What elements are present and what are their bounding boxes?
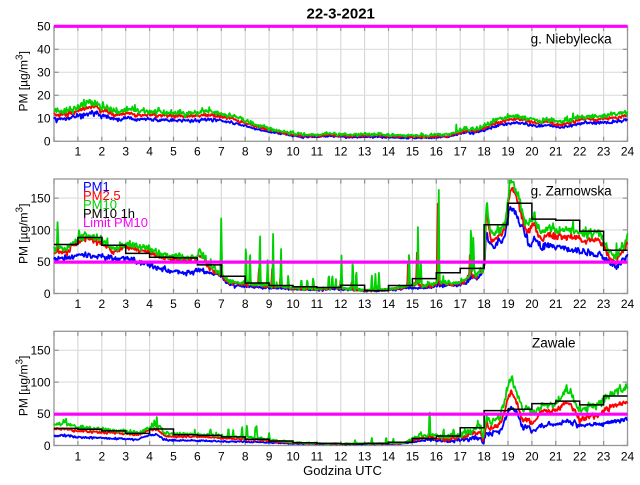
svg-text:16: 16 xyxy=(430,449,444,463)
svg-text:14: 14 xyxy=(382,145,396,159)
svg-text:9: 9 xyxy=(266,449,273,463)
svg-text:18: 18 xyxy=(477,297,491,311)
svg-text:16: 16 xyxy=(430,297,444,311)
svg-text:19: 19 xyxy=(501,449,515,463)
svg-text:24: 24 xyxy=(621,449,635,463)
svg-text:6: 6 xyxy=(194,449,201,463)
svg-text:g. Niebylecka: g. Niebylecka xyxy=(531,31,613,46)
svg-text:19: 19 xyxy=(501,145,515,159)
svg-text:10: 10 xyxy=(286,297,300,311)
svg-text:3: 3 xyxy=(122,145,129,159)
svg-text:7: 7 xyxy=(218,449,225,463)
svg-text:0: 0 xyxy=(44,287,51,301)
svg-text:PM [µg/m3]: PM [µg/m3] xyxy=(15,356,31,417)
svg-text:150: 150 xyxy=(30,192,50,206)
svg-text:11: 11 xyxy=(311,449,324,463)
svg-text:8: 8 xyxy=(242,145,249,159)
svg-text:21: 21 xyxy=(549,449,563,463)
svg-text:20: 20 xyxy=(525,145,539,159)
svg-text:4: 4 xyxy=(146,449,153,463)
svg-text:4: 4 xyxy=(146,145,153,159)
svg-text:20: 20 xyxy=(525,449,539,463)
svg-text:PM [µg/m3]: PM [µg/m3] xyxy=(15,204,31,264)
svg-text:2: 2 xyxy=(98,449,105,463)
svg-text:5: 5 xyxy=(170,449,177,463)
svg-text:16: 16 xyxy=(430,145,444,159)
svg-text:PM10 1h: PM10 1h xyxy=(83,206,135,221)
svg-text:5: 5 xyxy=(170,145,177,159)
svg-text:100: 100 xyxy=(30,223,50,237)
svg-text:100: 100 xyxy=(30,376,50,390)
svg-text:14: 14 xyxy=(382,449,396,463)
svg-text:13: 13 xyxy=(358,145,372,159)
svg-text:3: 3 xyxy=(122,297,129,311)
svg-text:22: 22 xyxy=(573,145,587,159)
svg-text:1: 1 xyxy=(75,449,82,463)
svg-text:18: 18 xyxy=(477,449,491,463)
svg-text:21: 21 xyxy=(549,297,563,311)
svg-text:12: 12 xyxy=(334,297,348,311)
svg-text:8: 8 xyxy=(242,297,249,311)
svg-text:5: 5 xyxy=(170,297,177,311)
svg-text:50: 50 xyxy=(37,407,51,421)
svg-text:24: 24 xyxy=(621,297,635,311)
svg-text:Limit PM10: Limit PM10 xyxy=(83,215,148,230)
svg-text:15: 15 xyxy=(406,145,420,159)
svg-text:12: 12 xyxy=(334,145,348,159)
svg-text:19: 19 xyxy=(501,297,515,311)
svg-text:PM2.5: PM2.5 xyxy=(83,188,121,203)
svg-text:20: 20 xyxy=(525,297,539,311)
svg-text:15: 15 xyxy=(406,449,420,463)
svg-text:24: 24 xyxy=(621,145,635,159)
svg-text:50: 50 xyxy=(37,20,51,34)
svg-text:PM1: PM1 xyxy=(83,179,110,194)
svg-text:g. Zarnowska: g. Zarnowska xyxy=(531,184,613,199)
svg-text:40: 40 xyxy=(37,43,51,57)
svg-text:22: 22 xyxy=(573,449,587,463)
svg-text:Godzina UTC: Godzina UTC xyxy=(303,463,382,478)
svg-text:11: 11 xyxy=(311,145,324,159)
svg-text:1: 1 xyxy=(75,297,82,311)
svg-text:9: 9 xyxy=(266,297,273,311)
svg-text:13: 13 xyxy=(358,449,372,463)
svg-text:Zawale: Zawale xyxy=(532,336,576,351)
svg-text:17: 17 xyxy=(454,449,468,463)
svg-text:9: 9 xyxy=(266,145,273,159)
svg-text:21: 21 xyxy=(549,145,563,159)
svg-text:10: 10 xyxy=(286,145,300,159)
svg-text:10: 10 xyxy=(37,112,51,126)
svg-text:2: 2 xyxy=(98,145,105,159)
svg-text:50: 50 xyxy=(37,255,51,269)
svg-text:3: 3 xyxy=(122,449,129,463)
svg-text:23: 23 xyxy=(597,449,611,463)
svg-text:2: 2 xyxy=(98,297,105,311)
svg-text:4: 4 xyxy=(146,297,153,311)
svg-text:7: 7 xyxy=(218,297,225,311)
svg-text:30: 30 xyxy=(37,66,51,80)
svg-text:22: 22 xyxy=(573,297,587,311)
svg-text:7: 7 xyxy=(218,145,225,159)
svg-text:10: 10 xyxy=(286,449,300,463)
svg-text:18: 18 xyxy=(477,145,491,159)
svg-text:150: 150 xyxy=(30,344,50,358)
svg-text:6: 6 xyxy=(194,297,201,311)
svg-text:13: 13 xyxy=(358,297,372,311)
svg-text:20: 20 xyxy=(37,89,51,103)
svg-text:6: 6 xyxy=(194,145,201,159)
svg-text:23: 23 xyxy=(597,145,611,159)
svg-text:23: 23 xyxy=(597,297,611,311)
svg-text:12: 12 xyxy=(334,449,348,463)
svg-text:15: 15 xyxy=(406,297,420,311)
svg-text:14: 14 xyxy=(382,297,396,311)
svg-text:8: 8 xyxy=(242,449,249,463)
svg-text:PM [µg/m3]: PM [µg/m3] xyxy=(15,51,31,112)
svg-text:17: 17 xyxy=(454,297,468,311)
svg-text:17: 17 xyxy=(454,145,468,159)
svg-text:0: 0 xyxy=(44,135,51,149)
svg-text:11: 11 xyxy=(311,297,324,311)
svg-text:PM10: PM10 xyxy=(83,197,117,212)
svg-text:1: 1 xyxy=(75,145,82,159)
svg-text:22-3-2021: 22-3-2021 xyxy=(307,6,375,23)
svg-text:0: 0 xyxy=(44,439,51,453)
